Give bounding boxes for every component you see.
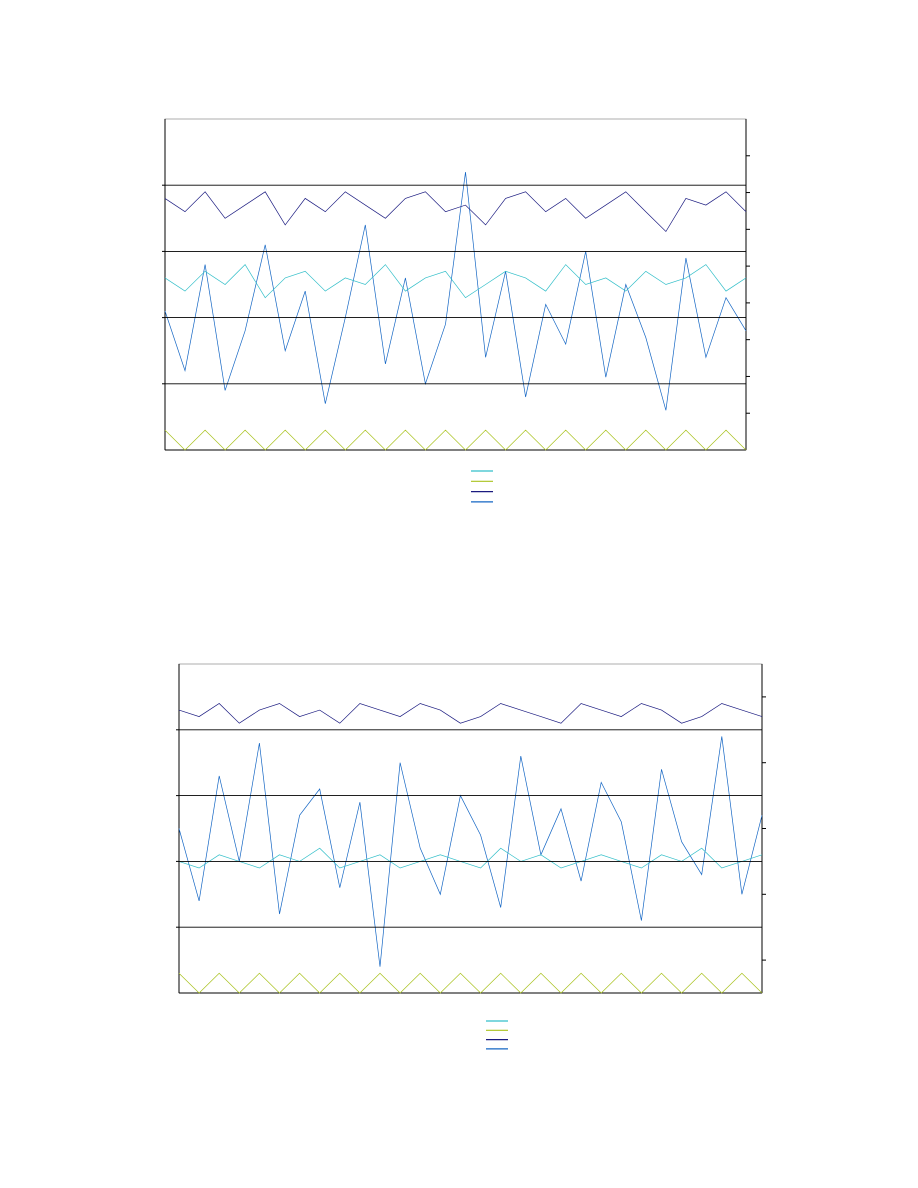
- series-line: [178, 736, 763, 967]
- series-line: [164, 171, 747, 411]
- series-line: [164, 429, 747, 451]
- series-line: [178, 847, 763, 869]
- series-line: [164, 191, 747, 233]
- series-line: [178, 703, 763, 724]
- plot-frame: [178, 663, 763, 994]
- series-line: [178, 972, 763, 994]
- series-line: [164, 264, 747, 299]
